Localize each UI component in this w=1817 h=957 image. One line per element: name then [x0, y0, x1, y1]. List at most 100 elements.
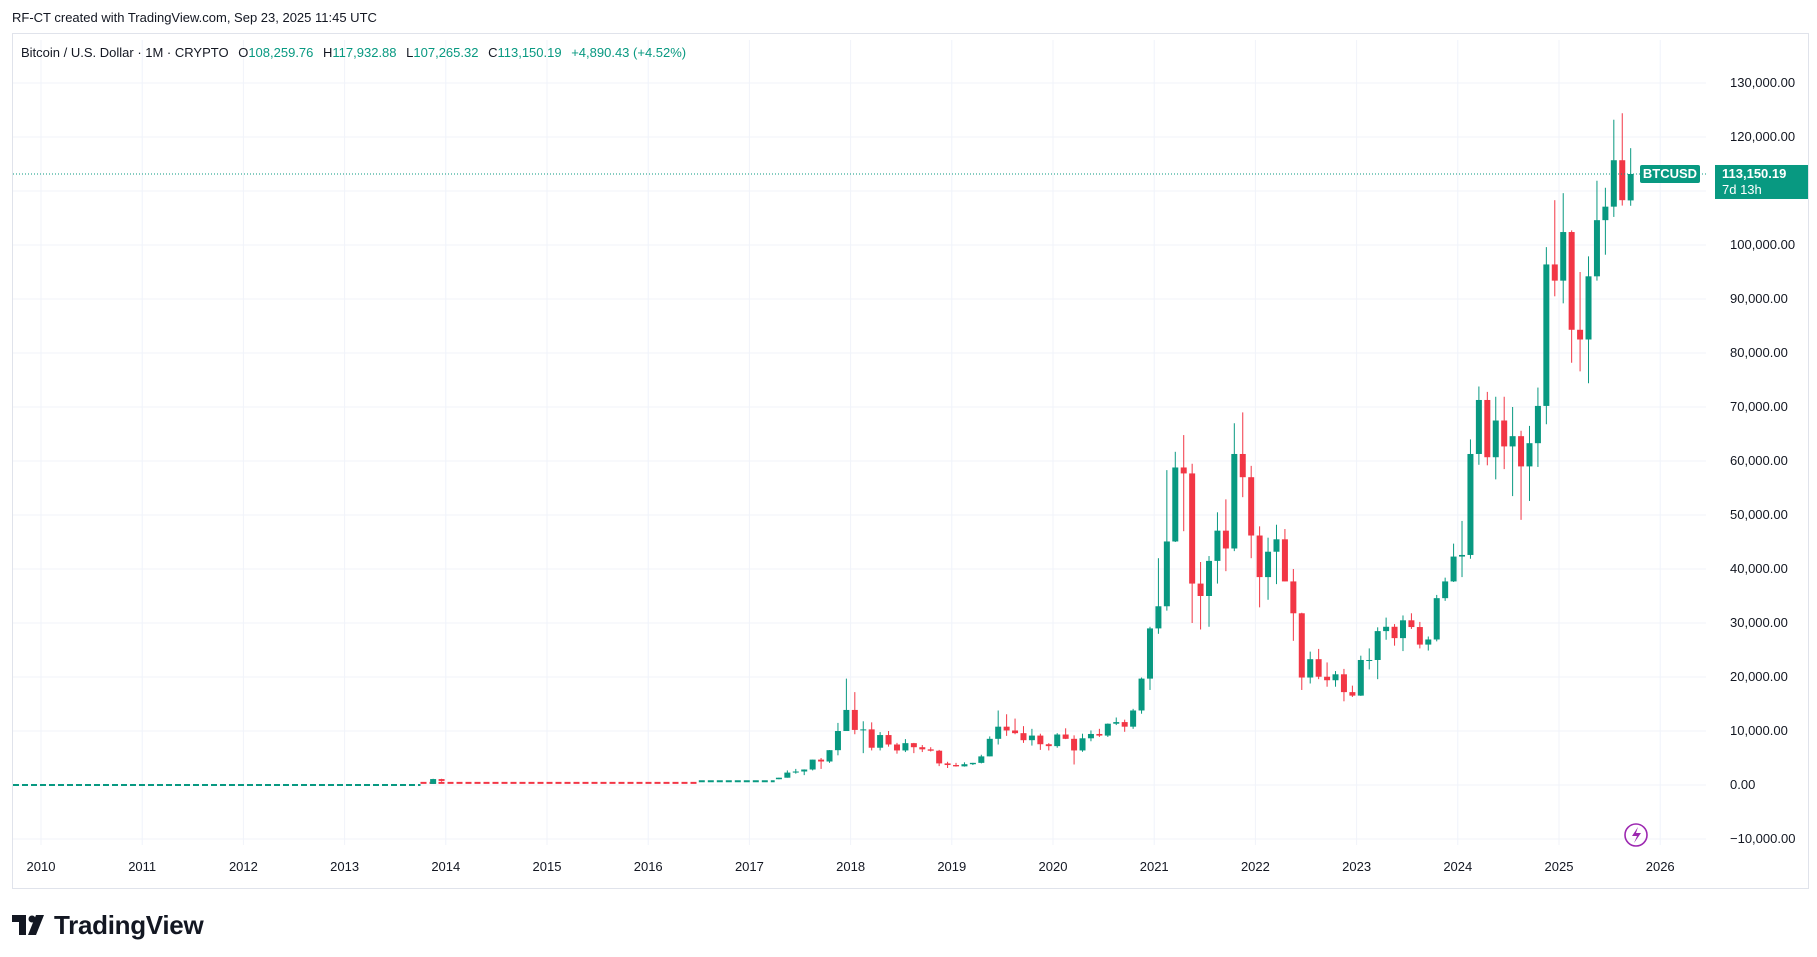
- candle-body[interactable]: [1593, 220, 1600, 277]
- candle-body[interactable]: [834, 731, 841, 751]
- candle-body[interactable]: [1138, 678, 1145, 711]
- candle-body[interactable]: [1518, 436, 1525, 467]
- candle-body[interactable]: [1104, 723, 1111, 736]
- candle-body[interactable]: [1526, 443, 1533, 467]
- candle-body[interactable]: [1155, 606, 1162, 629]
- candle-body[interactable]: [1062, 734, 1069, 739]
- candle-body[interactable]: [927, 749, 934, 751]
- candle-body[interactable]: [1577, 329, 1584, 340]
- candle-body[interactable]: [1332, 674, 1339, 681]
- candle-body[interactable]: [1239, 453, 1246, 478]
- candle-body[interactable]: [986, 738, 993, 757]
- candle-body[interactable]: [1163, 541, 1170, 607]
- symbol-description[interactable]: Bitcoin / U.S. Dollar · 1M · CRYPTO: [21, 45, 229, 60]
- candle-body[interactable]: [1543, 264, 1550, 406]
- candle-body[interactable]: [1290, 581, 1297, 614]
- candle-body[interactable]: [801, 769, 808, 772]
- candle-body[interactable]: [775, 777, 782, 780]
- candle-body[interactable]: [1256, 535, 1263, 578]
- candle-body[interactable]: [1273, 539, 1280, 552]
- candle-body[interactable]: [1425, 639, 1432, 645]
- candle-body[interactable]: [953, 765, 960, 767]
- candle-body[interactable]: [1408, 620, 1415, 628]
- candle-body[interactable]: [1079, 738, 1086, 751]
- candle-body[interactable]: [1534, 405, 1541, 444]
- tradingview-logo[interactable]: TradingView: [12, 910, 204, 941]
- candle-body[interactable]: [1298, 613, 1305, 678]
- candle-body[interactable]: [1442, 581, 1449, 599]
- candle-body[interactable]: [1315, 659, 1322, 677]
- candle-body[interactable]: [1627, 173, 1634, 201]
- candle-body[interactable]: [1012, 730, 1019, 734]
- candle-body[interactable]: [843, 709, 850, 731]
- candle-body[interactable]: [969, 762, 976, 765]
- candle-body[interactable]: [1248, 477, 1255, 536]
- candle-body[interactable]: [1357, 659, 1364, 696]
- candle-body[interactable]: [826, 750, 833, 762]
- candle-body[interactable]: [1433, 598, 1440, 640]
- candle-body[interactable]: [1231, 453, 1238, 549]
- candle-body[interactable]: [902, 743, 909, 751]
- candle-body[interactable]: [851, 709, 858, 730]
- candle-body[interactable]: [1121, 722, 1128, 727]
- candle-body[interactable]: [1037, 735, 1044, 745]
- candle-body[interactable]: [944, 763, 951, 766]
- candle-body[interactable]: [1113, 722, 1120, 724]
- candle-body[interactable]: [1197, 583, 1204, 596]
- candle-body[interactable]: [1214, 530, 1221, 561]
- candle-body[interactable]: [1459, 554, 1466, 557]
- candle-body[interactable]: [1222, 530, 1229, 549]
- candle-body[interactable]: [1172, 467, 1179, 542]
- candle-body[interactable]: [1450, 556, 1457, 582]
- candle-body[interactable]: [961, 764, 968, 767]
- candle-body[interactable]: [1054, 734, 1061, 747]
- candle-body[interactable]: [818, 759, 825, 762]
- candle-body[interactable]: [868, 729, 875, 748]
- candle-body[interactable]: [1180, 467, 1187, 474]
- candle-body[interactable]: [1028, 735, 1035, 741]
- candle-body[interactable]: [1492, 420, 1499, 458]
- candle-body[interactable]: [1602, 206, 1609, 221]
- candle-body[interactable]: [1340, 674, 1347, 693]
- candle-body[interactable]: [860, 729, 867, 731]
- candle-body[interactable]: [438, 779, 445, 781]
- candle-body[interactable]: [885, 735, 892, 745]
- candle-body[interactable]: [1391, 626, 1398, 639]
- candle-body[interactable]: [1484, 399, 1491, 458]
- candle-body[interactable]: [1568, 232, 1575, 330]
- candle-body[interactable]: [1281, 539, 1288, 582]
- candle-body[interactable]: [1071, 738, 1078, 751]
- candle-body[interactable]: [1560, 232, 1567, 281]
- candle-body[interactable]: [1189, 473, 1196, 584]
- candle-body[interactable]: [1509, 436, 1516, 447]
- candle-body[interactable]: [1399, 620, 1406, 639]
- candle-body[interactable]: [1619, 160, 1626, 201]
- candle-body[interactable]: [1003, 726, 1010, 731]
- candle-body[interactable]: [792, 771, 799, 773]
- candle-body[interactable]: [1585, 276, 1592, 340]
- candle-body[interactable]: [1349, 692, 1356, 696]
- candle-body[interactable]: [1096, 733, 1103, 736]
- candle-body[interactable]: [978, 756, 985, 763]
- candle-body[interactable]: [1324, 676, 1331, 681]
- candle-body[interactable]: [893, 744, 900, 751]
- candle-body[interactable]: [1045, 744, 1052, 747]
- candle-body[interactable]: [919, 747, 926, 750]
- lightning-icon[interactable]: [1624, 823, 1648, 847]
- candle-body[interactable]: [1087, 733, 1094, 739]
- candle-body[interactable]: [784, 772, 791, 778]
- candle-body[interactable]: [1551, 264, 1558, 281]
- candle-body[interactable]: [995, 726, 1002, 739]
- candle-body[interactable]: [809, 759, 816, 770]
- candle-body[interactable]: [1265, 551, 1272, 578]
- candle-body[interactable]: [1307, 659, 1314, 678]
- candle-body[interactable]: [1416, 627, 1423, 645]
- candle-body[interactable]: [1383, 626, 1390, 632]
- candle-body[interactable]: [1146, 628, 1153, 679]
- candle-body[interactable]: [936, 750, 943, 764]
- candle-body[interactable]: [1130, 710, 1137, 727]
- candle-body[interactable]: [1374, 631, 1381, 660]
- candle-body[interactable]: [877, 735, 884, 748]
- candle-body[interactable]: [1467, 453, 1474, 555]
